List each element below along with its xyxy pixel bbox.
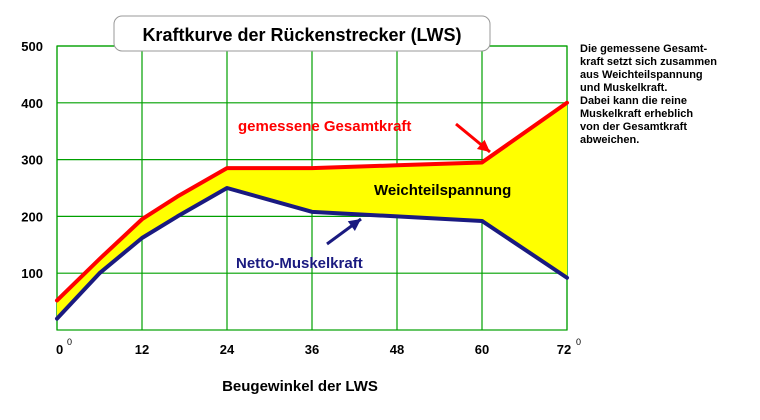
side-note-line: und Muskelkraft. — [580, 82, 668, 94]
side-note-line: von der Gesamtkraft — [580, 121, 687, 133]
degree-superscript: 0 — [576, 337, 581, 347]
y-tick-label: 300 — [21, 153, 43, 168]
side-note-line: Die gemessene Gesamt- — [580, 43, 708, 55]
x-tick-label: 12 — [135, 342, 149, 357]
y-tick-label: 400 — [21, 96, 43, 111]
side-note-line: abweichen. — [580, 134, 640, 146]
side-note-line: Muskelkraft erheblich — [580, 108, 694, 120]
y-tick-label: 100 — [21, 266, 43, 281]
chart-title: Kraftkurve der Rückenstrecker (LWS) — [142, 25, 461, 45]
x-tick-label: 72 — [557, 342, 571, 357]
y-tick-label: 500 — [21, 39, 43, 54]
gesamtkraft-arrow — [455, 122, 491, 154]
muskelkraft-label: Netto-Muskelkraft — [236, 255, 363, 272]
x-tick-label: 24 — [220, 342, 235, 357]
muskelkraft-arrow — [326, 217, 362, 246]
degree-superscript: 0 — [67, 337, 72, 347]
side-note-line: kraft setzt sich zusammen — [580, 56, 717, 68]
x-tick-label: 60 — [475, 342, 489, 357]
x-tick-label: 36 — [305, 342, 319, 357]
chart-lines — [55, 100, 569, 321]
gesamtkraft-label: gemessene Gesamtkraft — [238, 118, 411, 135]
side-note: Die gemessene Gesamt- kraft setzt sich z… — [580, 43, 758, 147]
arrow-head — [476, 139, 490, 152]
title-box — [113, 15, 491, 52]
chart-annotations: gemessene Gesamtkraft Netto-Muskelkraft We… — [236, 118, 511, 272]
weichteilspannung-label: Weichteilspannung — [374, 182, 511, 199]
gesamtkraft-line — [55, 100, 569, 303]
x-tick-label: 0 — [56, 342, 63, 357]
side-note-line: Dabei kann die reine — [580, 95, 687, 107]
chart-title-group: Kraftkurve der Rückenstrecker (LWS) — [113, 15, 491, 52]
y-tick-label: 200 — [21, 209, 43, 224]
arrow-head — [347, 219, 361, 231]
x-tick-label: 48 — [390, 342, 404, 357]
x-axis-title: Beugewinkel der LWS — [222, 378, 378, 395]
side-note-line: aus Weichteilspannung — [580, 69, 703, 81]
muskelkraft-line — [55, 186, 569, 321]
